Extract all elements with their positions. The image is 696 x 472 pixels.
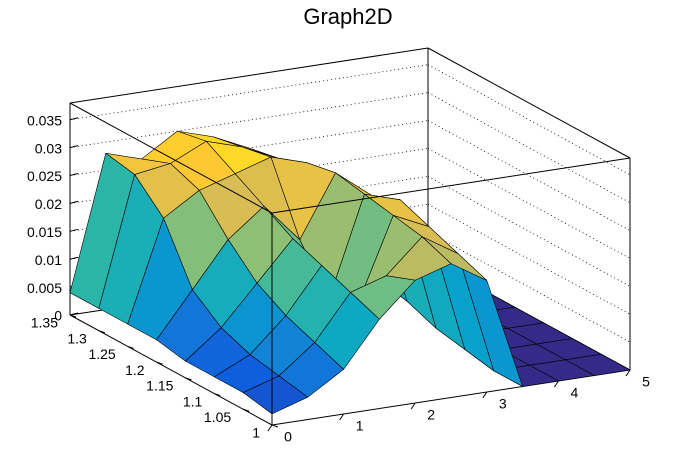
box-edge xyxy=(69,314,273,426)
y-tick-label: 1.1 xyxy=(183,393,203,409)
x-tick-label: 5 xyxy=(642,374,650,390)
y-tick xyxy=(271,424,279,428)
y-tick-label: 1.25 xyxy=(88,346,115,362)
grid-line xyxy=(427,92,631,203)
y-tick xyxy=(242,408,250,412)
z-tick xyxy=(69,228,79,232)
x-tick-label: 1 xyxy=(356,418,364,434)
box-edge xyxy=(271,157,631,214)
z-tick xyxy=(69,256,79,260)
box-edge xyxy=(427,47,631,159)
x-tick-label: 3 xyxy=(499,396,507,412)
x-tick xyxy=(267,424,273,432)
x-tick xyxy=(339,413,345,421)
grid-line xyxy=(427,148,631,259)
x-tick-label: 2 xyxy=(427,407,435,423)
z-tick-label: 0.02 xyxy=(35,196,62,212)
box-edge xyxy=(69,47,429,104)
grid-line xyxy=(69,64,429,121)
x-tick xyxy=(410,402,416,410)
z-tick xyxy=(69,117,79,121)
z-tick-label: 0.03 xyxy=(35,140,62,156)
grid-line xyxy=(427,64,631,176)
x-tick xyxy=(625,369,631,377)
y-tick xyxy=(156,361,163,365)
grid-line xyxy=(69,92,429,149)
y-tick xyxy=(185,377,192,381)
x-tick xyxy=(482,391,488,399)
z-tick-label: 0.035 xyxy=(27,112,62,128)
y-tick-label: 1.3 xyxy=(67,330,87,346)
z-tick xyxy=(69,312,79,316)
surface-cell xyxy=(242,375,309,415)
y-tick-label: 1.05 xyxy=(204,409,231,425)
x-tick-label: 0 xyxy=(284,429,292,445)
y-tick xyxy=(69,314,77,318)
z-tick xyxy=(69,200,79,204)
y-tick xyxy=(214,393,221,397)
y-tick-label: 1.2 xyxy=(125,362,145,378)
chart-title: Graph2D xyxy=(303,4,392,29)
x-tick-label: 4 xyxy=(571,385,579,401)
y-tick xyxy=(98,330,106,334)
y-tick-label: 1 xyxy=(252,425,260,441)
box-edge xyxy=(69,102,273,214)
z-tick-label: 0.025 xyxy=(27,168,62,184)
z-tick-label: 0.005 xyxy=(27,280,62,296)
grid-line xyxy=(427,120,631,231)
y-tick xyxy=(127,345,134,349)
z-tick xyxy=(69,145,79,149)
z-tick xyxy=(69,173,79,177)
x-tick xyxy=(553,380,559,388)
z-tick-label: 0.01 xyxy=(35,252,62,268)
y-tick-label: 1.35 xyxy=(31,315,58,331)
z-tick-label: 0.015 xyxy=(27,224,62,240)
y-tick-label: 1.15 xyxy=(146,378,173,394)
z-tick-label: 0 xyxy=(54,308,62,324)
